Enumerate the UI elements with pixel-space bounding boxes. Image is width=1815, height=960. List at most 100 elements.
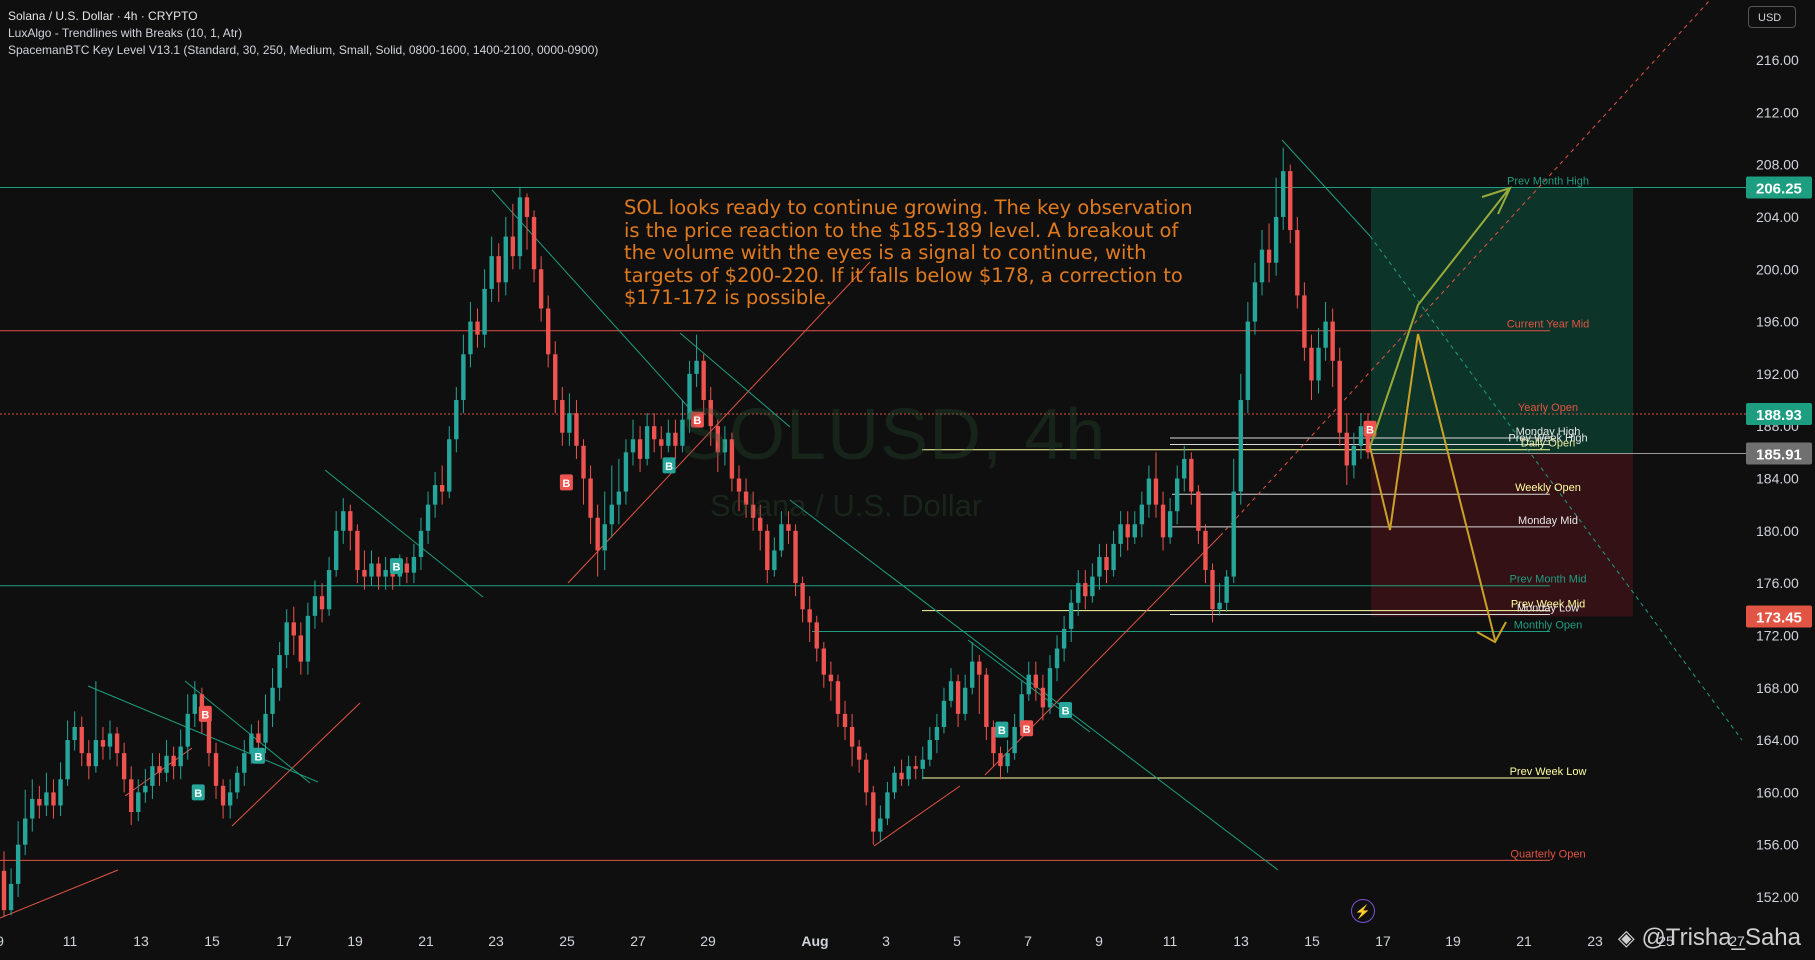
candle	[235, 772, 240, 793]
price-tag-box	[1746, 403, 1812, 426]
candle	[1337, 360, 1342, 433]
candle	[1351, 445, 1357, 466]
x-tick-label: 23	[1587, 933, 1603, 949]
signal-marker-label: B	[201, 709, 209, 721]
candle	[284, 622, 289, 656]
indicator-key-levels[interactable]: SpacemanBTC Key Level V13.1 (Standard, 3…	[8, 43, 599, 57]
signal-marker-box	[559, 474, 573, 491]
y-tick-label: 184.00	[1756, 471, 1799, 487]
level-label: Prev Week Low	[1510, 766, 1587, 778]
candle	[1160, 504, 1166, 538]
candle	[828, 674, 834, 682]
signal-marker: B	[1059, 701, 1073, 718]
candle	[341, 511, 346, 531]
price-tag: 206.25	[1746, 176, 1812, 199]
candle	[1210, 570, 1215, 610]
x-tick-label: 13	[133, 933, 149, 949]
candle	[1104, 556, 1109, 571]
candle	[383, 570, 388, 577]
candle	[920, 759, 925, 769]
candle	[616, 491, 622, 505]
candle	[708, 400, 713, 427]
candle	[694, 360, 699, 374]
candle	[227, 792, 233, 806]
candle	[468, 321, 473, 355]
candle	[1365, 426, 1371, 453]
candle	[213, 753, 219, 786]
candle	[129, 779, 134, 812]
candle	[355, 530, 360, 571]
candle	[58, 779, 63, 806]
candle	[885, 792, 890, 819]
candle	[411, 556, 417, 573]
bullish-path	[1369, 189, 1509, 448]
candle	[8, 883, 14, 911]
candle	[786, 524, 791, 531]
x-tick-label: 21	[418, 933, 434, 949]
y-tick-label: 176.00	[1756, 575, 1799, 591]
candle	[418, 530, 424, 557]
candle	[1146, 478, 1152, 505]
candle	[821, 648, 827, 675]
candle	[602, 524, 607, 551]
candle	[871, 792, 876, 832]
y-tick-label: 212.00	[1756, 104, 1799, 120]
level-label: Weekly Open	[1515, 482, 1581, 494]
candle	[461, 354, 466, 401]
price-tag-box	[1746, 442, 1812, 465]
candle	[277, 655, 282, 688]
candle	[1083, 583, 1088, 597]
candle	[489, 256, 494, 289]
trendline-4	[873, 785, 961, 847]
candle	[736, 478, 742, 492]
candle	[482, 288, 487, 335]
signal-marker: B	[251, 747, 265, 764]
candle	[1231, 491, 1236, 577]
candle	[263, 713, 268, 743]
trendline-9	[324, 469, 484, 598]
candle	[998, 753, 1003, 767]
bearish-arrowhead	[1476, 621, 1507, 644]
y-tick-label: 160.00	[1756, 784, 1799, 800]
author-logo-icon: ◈	[1617, 925, 1635, 950]
signal-marker-box	[1363, 420, 1377, 437]
candle	[1061, 628, 1067, 649]
candle	[991, 726, 996, 754]
candle	[312, 596, 318, 616]
price-tag: 188.93	[1746, 403, 1812, 426]
trendline-5	[984, 535, 1221, 776]
candle	[581, 445, 586, 479]
candle	[1203, 530, 1208, 571]
trendline-7	[87, 685, 319, 783]
signal-marker-label: B	[1062, 705, 1070, 717]
candle	[856, 746, 862, 760]
candle	[701, 360, 706, 401]
level-label: Monday Low	[1517, 603, 1579, 615]
candle	[432, 485, 438, 505]
candle	[715, 426, 720, 453]
candle	[743, 491, 749, 505]
candle	[906, 766, 911, 780]
candle	[298, 635, 304, 662]
x-tick-label: 15	[1304, 933, 1320, 949]
candle	[171, 755, 176, 767]
indicator-trendlines[interactable]: LuxAlgo - Trendlines with Breaks (10, 1,…	[8, 26, 243, 40]
candle	[623, 452, 629, 492]
x-tick-label: 15	[204, 933, 220, 949]
candle	[496, 256, 501, 283]
signal-marker-label: B	[194, 788, 202, 800]
candle	[1309, 347, 1314, 381]
flash-icon[interactable]: ⚡	[1351, 899, 1375, 923]
symbol-watermark-sub: Solana / U.S. Dollar	[710, 488, 983, 523]
candle	[136, 792, 141, 812]
trendline-8	[184, 680, 311, 784]
candle	[376, 563, 381, 577]
symbol-title[interactable]: Solana / U.S. Dollar · 4h · CRYPTO	[8, 9, 198, 23]
candle	[835, 681, 841, 714]
analysis-annotation[interactable]: SOL looks ready to continue growing. The…	[624, 196, 1193, 309]
candle	[899, 772, 904, 780]
chart-legend: Solana / U.S. Dollar · 4h · CRYPTO LuxAl…	[8, 8, 598, 59]
currency-button[interactable]: USD	[1748, 6, 1796, 28]
x-tick-label: 25	[559, 933, 575, 949]
